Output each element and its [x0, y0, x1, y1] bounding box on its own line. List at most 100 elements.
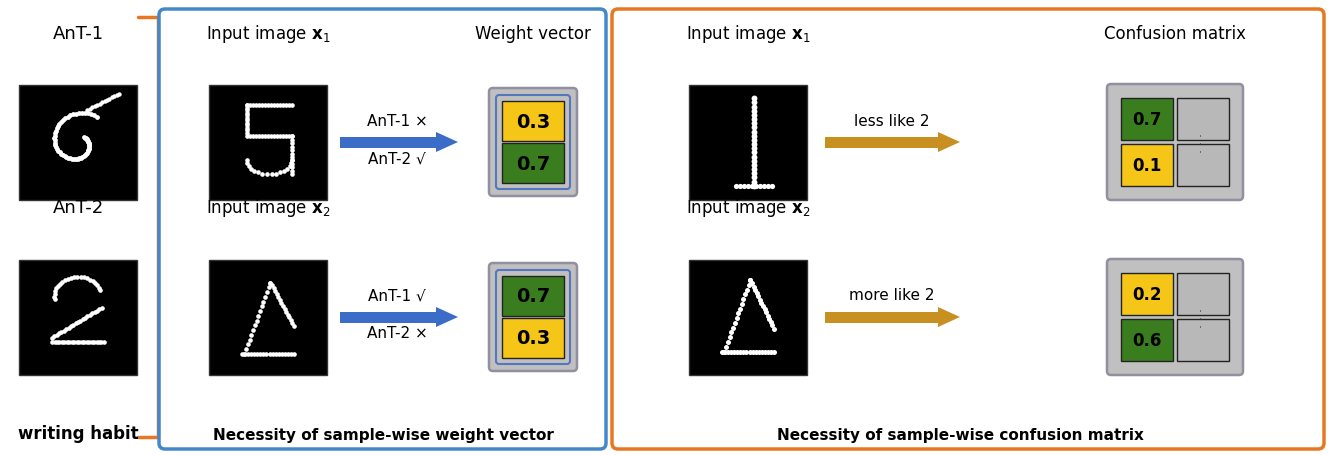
- Point: [251, 102, 272, 110]
- Point: [238, 163, 259, 170]
- Point: [272, 102, 293, 110]
- Point: [246, 102, 267, 110]
- Text: writing habit: writing habit: [17, 424, 138, 442]
- Point: [725, 182, 746, 190]
- Point: [262, 350, 283, 358]
- Point: [251, 171, 272, 178]
- Point: [77, 111, 98, 118]
- Point: [231, 350, 252, 358]
- Point: [744, 121, 765, 128]
- Point: [239, 133, 260, 141]
- Point: [45, 128, 66, 135]
- Point: [68, 318, 89, 326]
- Bar: [1177, 319, 1228, 361]
- Text: Input image $\mathbf{x}_2$: Input image $\mathbf{x}_2$: [685, 197, 810, 218]
- Point: [262, 282, 283, 289]
- Point: [258, 284, 279, 291]
- Point: [84, 112, 105, 120]
- Text: · · ·: · · ·: [1197, 307, 1210, 327]
- Point: [268, 294, 290, 301]
- Point: [724, 319, 745, 327]
- Text: AnT-1: AnT-1: [52, 25, 104, 43]
- Point: [726, 348, 748, 355]
- Point: [48, 148, 69, 155]
- Point: [70, 273, 92, 281]
- Point: [236, 120, 258, 127]
- Point: [247, 169, 268, 177]
- Bar: [1121, 319, 1173, 361]
- Point: [745, 287, 766, 294]
- Point: [54, 153, 76, 161]
- Point: [74, 135, 96, 142]
- Point: [282, 147, 303, 154]
- Polygon shape: [938, 133, 960, 153]
- Point: [744, 100, 765, 107]
- Point: [268, 350, 290, 358]
- Point: [64, 339, 85, 346]
- Point: [236, 160, 258, 167]
- Point: [271, 350, 292, 358]
- Point: [70, 110, 92, 117]
- FancyBboxPatch shape: [340, 137, 436, 148]
- Text: Input image $\mathbf{x}_2$: Input image $\mathbf{x}_2$: [206, 197, 331, 218]
- Point: [62, 111, 84, 119]
- Point: [280, 317, 301, 324]
- Point: [84, 309, 105, 316]
- Point: [48, 283, 69, 290]
- Point: [236, 133, 258, 141]
- Point: [65, 156, 86, 163]
- Point: [72, 154, 93, 161]
- Point: [263, 102, 284, 110]
- Text: Necessity of sample-wise confusion matrix: Necessity of sample-wise confusion matri…: [777, 428, 1143, 443]
- Point: [757, 312, 778, 319]
- Point: [53, 327, 74, 334]
- Point: [713, 348, 734, 355]
- Point: [69, 155, 90, 162]
- Point: [737, 182, 758, 190]
- Point: [717, 348, 738, 355]
- Point: [718, 334, 740, 341]
- Point: [52, 278, 73, 286]
- Point: [44, 140, 65, 147]
- Point: [49, 149, 70, 157]
- Bar: [19, 86, 137, 200]
- Point: [92, 100, 113, 107]
- Point: [251, 303, 272, 310]
- Point: [236, 125, 258, 132]
- Point: [41, 339, 62, 346]
- Point: [764, 325, 785, 333]
- Point: [252, 298, 274, 305]
- Point: [86, 339, 108, 346]
- Point: [736, 287, 757, 294]
- Point: [242, 102, 263, 110]
- Point: [724, 348, 745, 355]
- Polygon shape: [938, 307, 960, 327]
- Text: 0.3: 0.3: [515, 112, 550, 131]
- Point: [57, 114, 78, 121]
- Point: [263, 285, 284, 292]
- Text: · · ·: · · ·: [1197, 133, 1210, 153]
- Point: [44, 135, 65, 142]
- FancyBboxPatch shape: [495, 96, 570, 190]
- Point: [282, 144, 303, 151]
- Text: AnT-2 ×: AnT-2 ×: [367, 326, 428, 341]
- Point: [240, 350, 262, 358]
- Point: [236, 130, 258, 137]
- Point: [730, 348, 752, 355]
- Point: [78, 339, 100, 346]
- Point: [247, 350, 268, 358]
- Point: [762, 322, 784, 329]
- Point: [46, 146, 68, 153]
- Point: [729, 182, 750, 190]
- Point: [256, 171, 278, 178]
- Text: AnT-1 ×: AnT-1 ×: [367, 113, 428, 128]
- Text: Necessity of sample-wise weight vector: Necessity of sample-wise weight vector: [212, 428, 554, 443]
- Point: [66, 156, 88, 163]
- Point: [45, 144, 66, 151]
- Point: [84, 339, 105, 346]
- Point: [86, 307, 108, 314]
- Point: [744, 182, 765, 190]
- Bar: [1177, 273, 1228, 315]
- Point: [236, 117, 258, 125]
- Point: [94, 98, 116, 106]
